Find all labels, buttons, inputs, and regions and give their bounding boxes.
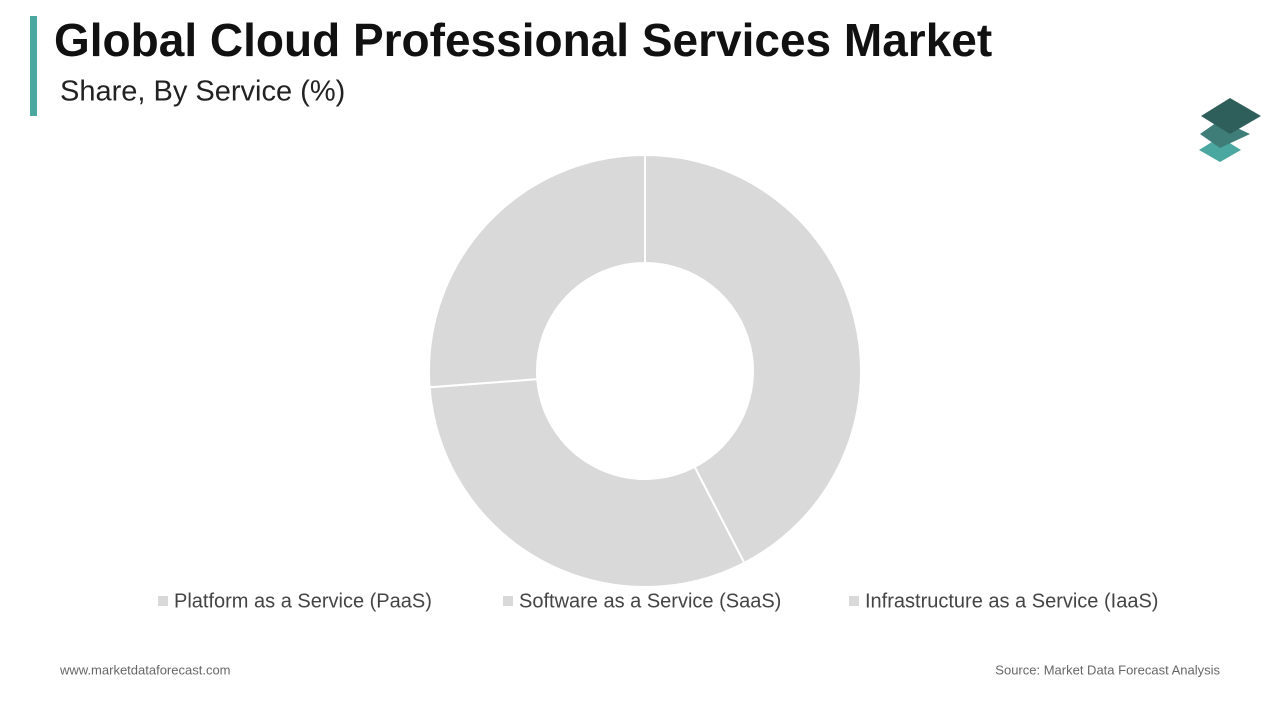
- legend-label: Infrastructure as a Service (IaaS): [865, 590, 1158, 612]
- legend-swatch: [849, 596, 859, 606]
- donut-slice: [428, 378, 746, 588]
- footer-website: www.marketdataforecast.com: [59, 662, 231, 677]
- legend-swatch: [503, 596, 513, 606]
- legend-label: Software as a Service (SaaS): [519, 590, 781, 612]
- logo: [1199, 98, 1261, 162]
- donut-slice: [428, 153, 646, 389]
- title-accent: [30, 16, 37, 116]
- legend-swatch: [158, 596, 168, 606]
- donut-slice: [644, 153, 862, 565]
- footer-source: Source: Market Data Forecast Analysis: [995, 662, 1220, 677]
- legend-label: Platform as a Service (PaaS): [174, 590, 432, 612]
- chart-subtitle: Share, By Service (%): [60, 76, 345, 108]
- chart-title: Global Cloud Professional Services Marke…: [54, 14, 992, 66]
